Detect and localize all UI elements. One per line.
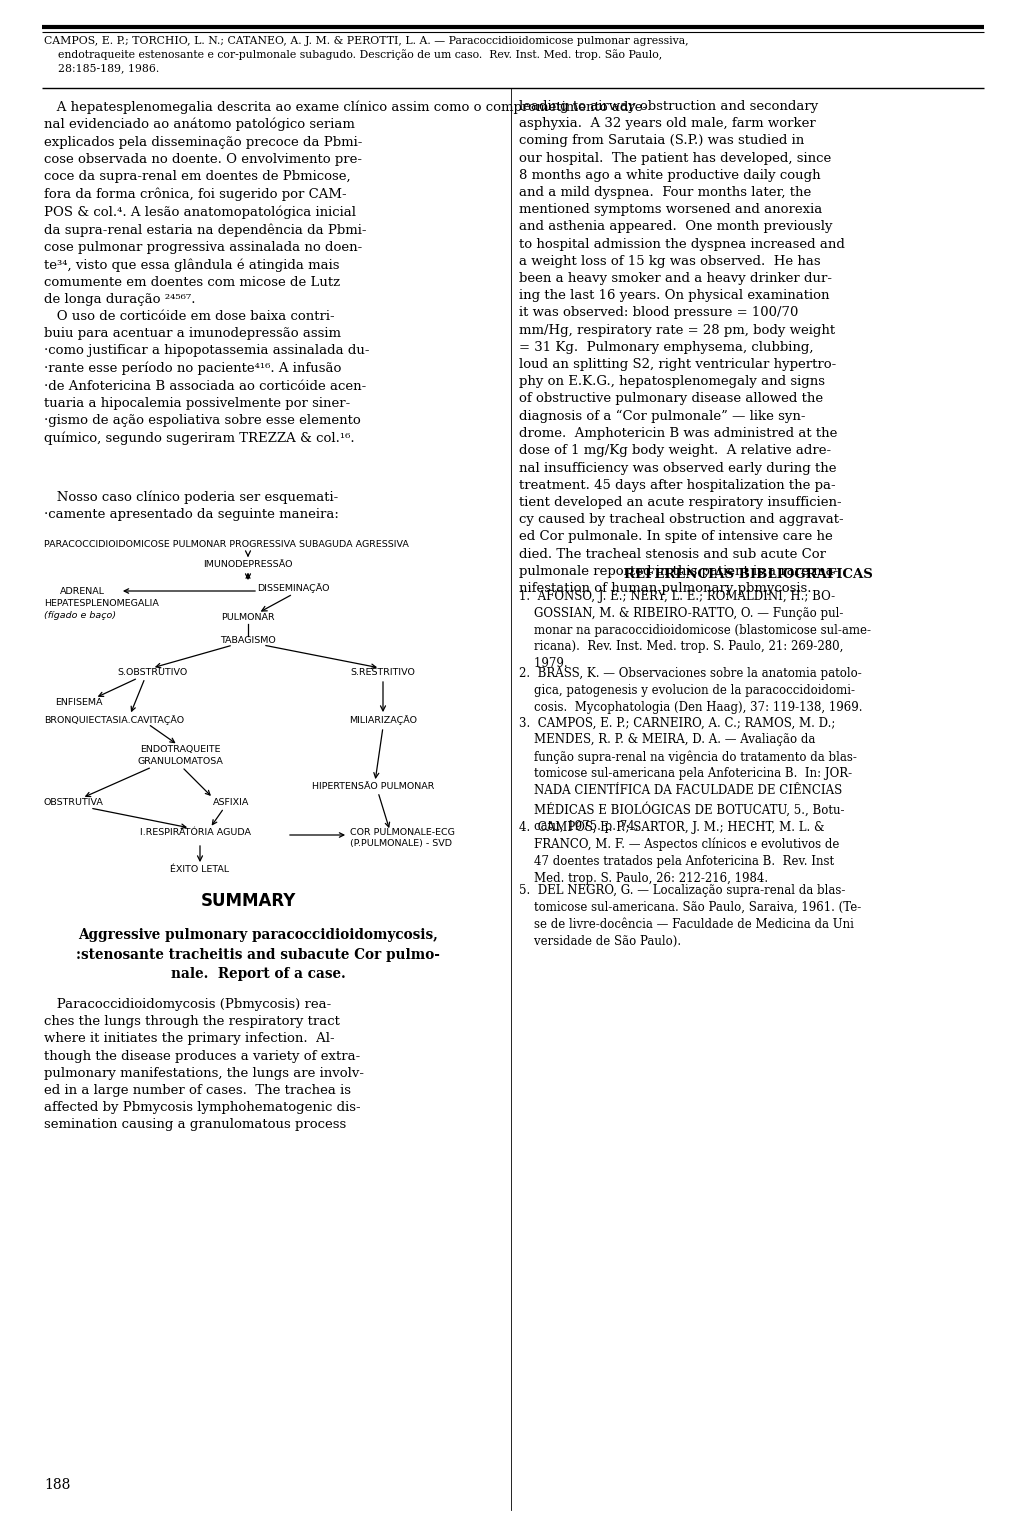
Text: 1.  AFONSO, J. E.; NERY, L. E.; ROMALDINI, H.; BO-
    GOSSIAN, M. & RIBEIRO-RAT: 1. AFONSO, J. E.; NERY, L. E.; ROMALDINI…: [519, 590, 871, 669]
Text: A hepatesplenomegalia descrita ao exame clínico assim como o comprometimento adr: A hepatesplenomegalia descrita ao exame …: [44, 101, 647, 307]
Text: 5.  DEL NEGRO, G. — Localização supra-renal da blas-
    tomicose sul-americana.: 5. DEL NEGRO, G. — Localização supra-ren…: [519, 884, 861, 947]
Text: HIPERTENSÃO PULMONAR: HIPERTENSÃO PULMONAR: [312, 782, 434, 791]
Text: MILIARIZAÇÃO: MILIARIZAÇÃO: [349, 715, 417, 724]
Text: Paracoccidioidomycosis (Pbmycosis) rea-
ches the lungs through the respiratory t: Paracoccidioidomycosis (Pbmycosis) rea- …: [44, 997, 364, 1132]
Text: PULMONAR: PULMONAR: [221, 613, 274, 622]
Text: ENDOTRAQUEITE: ENDOTRAQUEITE: [139, 746, 220, 753]
Text: ASFIXIA: ASFIXIA: [213, 798, 250, 807]
Text: ÉXITO LETAL: ÉXITO LETAL: [170, 865, 229, 874]
Text: COR PULMONALE-ECG: COR PULMONALE-ECG: [350, 828, 455, 837]
Text: DISSEMINAÇÃO: DISSEMINAÇÃO: [257, 583, 330, 593]
Text: CAMPOS, E. P.; TORCHIO, L. N.; CATANEO, A. J. M. & PEROTTI, L. A. — Paracoccidio: CAMPOS, E. P.; TORCHIO, L. N.; CATANEO, …: [44, 37, 688, 73]
Text: Aggressive pulmonary paracoccidioidomycosis,
:stenosante tracheitis and subacute: Aggressive pulmonary paracoccidioidomyco…: [76, 929, 440, 981]
Text: 188: 188: [44, 1478, 71, 1491]
Text: 3.  CAMPOS, E. P.; CARNEIRO, A. C.; RAMOS, M. D.;
    MENDES, R. P. & MEIRA, D. : 3. CAMPOS, E. P.; CARNEIRO, A. C.; RAMOS…: [519, 717, 857, 833]
Text: leading to airway obstruction and secondary
asphyxia.  A 32 years old male, farm: leading to airway obstruction and second…: [519, 101, 845, 595]
Text: PARACOCCIDIOIDOMICOSE PULMONAR PROGRESSIVA SUBAGUDA AGRESSIVA: PARACOCCIDIOIDOMICOSE PULMONAR PROGRESSI…: [44, 540, 409, 549]
Text: GRANULOMATOSA: GRANULOMATOSA: [137, 756, 223, 766]
Text: BRONQUIECTASIA.CAVITAÇÃO: BRONQUIECTASIA.CAVITAÇÃO: [44, 715, 184, 724]
Text: S.OBSTRUTIVO: S.OBSTRUTIVO: [117, 668, 187, 677]
Text: (P.PULMONALE) - SVD: (P.PULMONALE) - SVD: [350, 839, 452, 848]
Text: REFERENCIAS BIBLIOGRAFICAS: REFERENCIAS BIBLIOGRAFICAS: [624, 567, 872, 581]
Text: OBSTRUTIVA: OBSTRUTIVA: [44, 798, 103, 807]
Text: O uso de corticóide em dose baixa contri-
buiu para acentuar a imunodepressão as: O uso de corticóide em dose baixa contri…: [44, 310, 370, 445]
Text: HEPATESPLENOMEGALIA: HEPATESPLENOMEGALIA: [44, 599, 159, 608]
Text: TABAGISMO: TABAGISMO: [220, 636, 275, 645]
Text: Nosso caso clínico poderia ser esquemati-
·camente apresentado da seguinte manei: Nosso caso clínico poderia ser esquemati…: [44, 490, 339, 520]
Text: S.RESTRITIVO: S.RESTRITIVO: [350, 668, 416, 677]
Text: I.RESPIRATÓRIA AGUDA: I.RESPIRATÓRIA AGUDA: [140, 828, 251, 837]
Text: ADRENAL: ADRENAL: [60, 587, 105, 596]
Text: SUMMARY: SUMMARY: [201, 892, 296, 910]
Text: 2.  BRASS, K. — Observaciones sobre la anatomia patolo-
    gica, patogenesis y : 2. BRASS, K. — Observaciones sobre la an…: [519, 666, 862, 714]
Text: (fígado e baço): (fígado e baço): [44, 612, 116, 621]
Text: IMUNODEPRESSÃO: IMUNODEPRESSÃO: [203, 560, 293, 569]
Text: 4.  CAMPOS, E. P.; SARTOR, J. M.; HECHT, M. L. &
    FRANCO, M. F. — Aspectos cl: 4. CAMPOS, E. P.; SARTOR, J. M.; HECHT, …: [519, 820, 840, 884]
Text: ENFISEMA: ENFISEMA: [55, 698, 102, 708]
